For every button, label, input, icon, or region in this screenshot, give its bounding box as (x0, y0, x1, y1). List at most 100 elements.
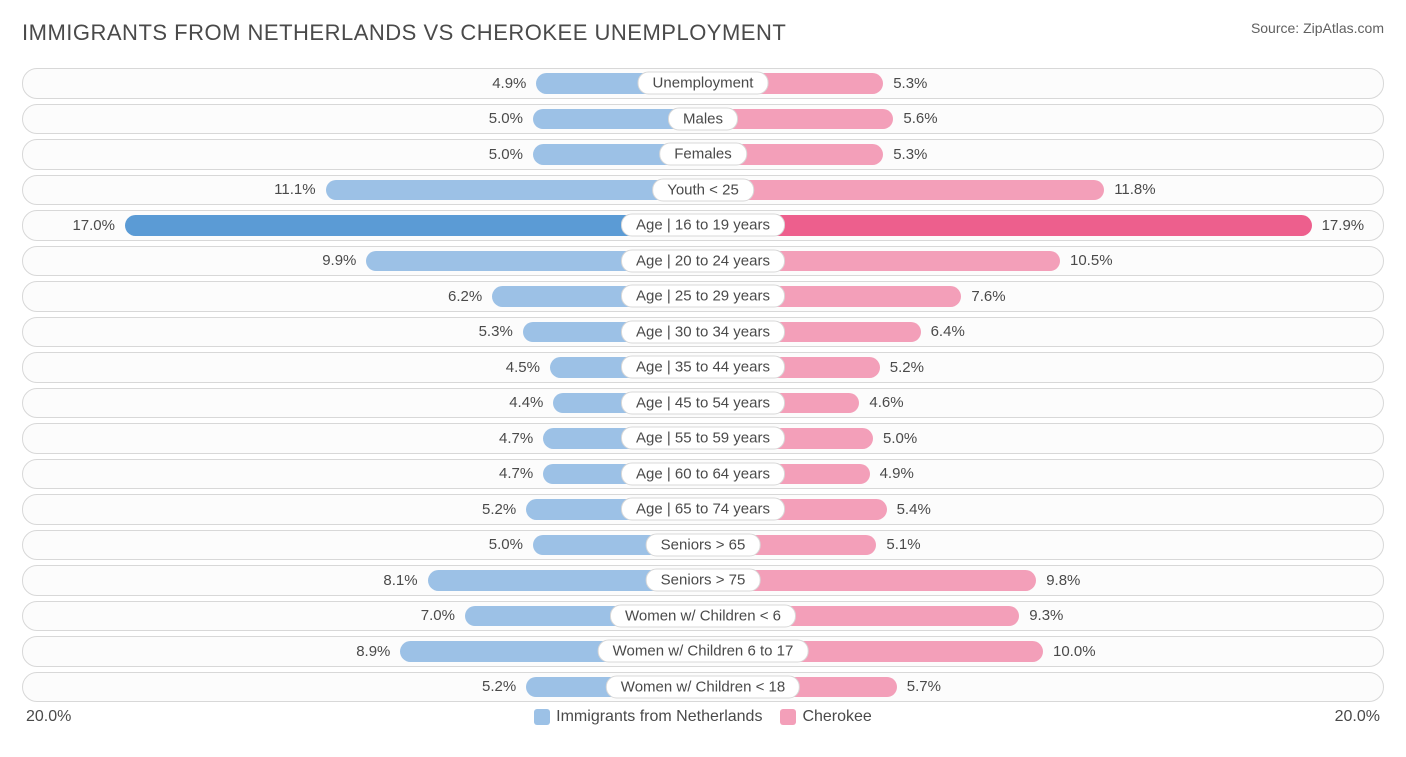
value-left: 5.3% (479, 318, 523, 347)
value-right: 4.6% (859, 389, 903, 418)
left-half: 5.2% (23, 495, 703, 524)
chart-row: 17.0%17.9%Age | 16 to 19 years (22, 210, 1384, 241)
value-left: 8.1% (383, 566, 427, 595)
value-right: 5.2% (880, 353, 924, 382)
right-half: 5.3% (703, 69, 1383, 98)
value-right: 5.0% (873, 424, 917, 453)
axis-max-left: 20.0% (26, 708, 71, 726)
left-half: 4.4% (23, 389, 703, 418)
chart-row: 5.0% 5.6% Males (22, 104, 1384, 135)
value-left: 9.9% (322, 247, 366, 276)
category-label: Seniors > 65 (646, 533, 761, 556)
value-left: 4.7% (499, 424, 543, 453)
right-half: 17.9% (703, 211, 1383, 240)
left-half: 6.2% (23, 282, 703, 311)
value-right: 5.4% (887, 495, 931, 524)
chart-row: 4.4% 4.6% Age | 45 to 54 years (22, 388, 1384, 419)
chart-row: 4.9% 5.3% Unemployment (22, 68, 1384, 99)
chart-row: 4.7%5.0%Age | 55 to 59 years (22, 423, 1384, 454)
value-right: 17.9% (1312, 211, 1365, 240)
category-label: Women w/ Children < 6 (610, 604, 796, 627)
right-half: 9.3% (703, 602, 1383, 631)
header: IMMIGRANTS FROM NETHERLANDS VS CHEROKEE … (22, 20, 1384, 46)
value-left: 4.4% (509, 389, 553, 418)
left-half: 9.9% (23, 247, 703, 276)
value-right: 5.1% (876, 531, 920, 560)
left-half: 5.2% (23, 673, 703, 702)
value-left: 5.0% (489, 140, 533, 169)
left-half: 5.0% (23, 105, 703, 134)
right-half: 9.8% (703, 566, 1383, 595)
value-right: 4.9% (870, 460, 914, 489)
category-label: Age | 30 to 34 years (621, 320, 785, 343)
category-label: Females (659, 143, 747, 166)
value-left: 11.1% (274, 176, 325, 205)
value-left: 5.0% (489, 531, 533, 560)
category-label: Age | 45 to 54 years (621, 391, 785, 414)
chart-title: IMMIGRANTS FROM NETHERLANDS VS CHEROKEE … (22, 20, 786, 46)
axis-max-right: 20.0% (1335, 708, 1380, 726)
chart-row: 6.2% 7.6% Age | 25 to 29 years (22, 281, 1384, 312)
right-half: 5.1% (703, 531, 1383, 560)
chart-row: 5.0% 5.3% Females (22, 139, 1384, 170)
value-right: 5.3% (883, 69, 927, 98)
right-half: 10.5% (703, 247, 1383, 276)
right-half: 5.4% (703, 495, 1383, 524)
left-half: 17.0% (23, 211, 703, 240)
chart-row: 8.9%10.0%Women w/ Children 6 to 17 (22, 636, 1384, 667)
value-right: 7.6% (961, 282, 1005, 311)
category-label: Males (668, 107, 738, 130)
category-label: Age | 65 to 74 years (621, 498, 785, 521)
value-left: 8.9% (356, 637, 400, 666)
value-left: 4.5% (506, 353, 550, 382)
chart-row: 11.1% 11.8% Youth < 25 (22, 175, 1384, 206)
legend-swatch-right (780, 709, 796, 725)
value-right: 5.7% (897, 673, 941, 702)
value-left: 5.2% (482, 495, 526, 524)
left-half: 4.5% (23, 353, 703, 382)
right-half: 5.6% (703, 105, 1383, 134)
category-label: Women w/ Children < 18 (606, 675, 800, 698)
category-label: Seniors > 75 (646, 569, 761, 592)
chart-row: 7.0%9.3%Women w/ Children < 6 (22, 601, 1384, 632)
value-right: 5.3% (883, 140, 927, 169)
chart-row: 4.7%4.9%Age | 60 to 64 years (22, 459, 1384, 490)
right-half: 4.6% (703, 389, 1383, 418)
legend-swatch-left (534, 709, 550, 725)
value-left: 4.9% (492, 69, 536, 98)
left-half: 5.3% (23, 318, 703, 347)
right-half: 4.9% (703, 460, 1383, 489)
right-half: 5.7% (703, 673, 1383, 702)
bar-left (326, 180, 703, 201)
chart-row: 5.0% 5.1% Seniors > 65 (22, 530, 1384, 561)
category-label: Age | 20 to 24 years (621, 249, 785, 272)
legend-left-label: Immigrants from Netherlands (556, 708, 762, 726)
value-right: 5.6% (893, 105, 937, 134)
source-label: Source: ZipAtlas.com (1251, 20, 1384, 36)
diverging-bar-chart: 4.9%5.3%Unemployment5.0%5.6%Males5.0%5.3… (22, 68, 1384, 702)
legend-right: Cherokee (780, 708, 871, 726)
bar-left (125, 215, 703, 236)
left-half: 11.1% (23, 176, 703, 205)
left-half: 4.9% (23, 69, 703, 98)
value-right: 9.8% (1036, 566, 1080, 595)
value-left: 5.2% (482, 673, 526, 702)
value-left: 4.7% (499, 460, 543, 489)
right-half: 11.8% (703, 176, 1383, 205)
chart-footer: 20.0% Immigrants from Netherlands Cherok… (22, 708, 1384, 726)
category-label: Age | 25 to 29 years (621, 285, 785, 308)
chart-row: 5.3%6.4%Age | 30 to 34 years (22, 317, 1384, 348)
right-half: 5.0% (703, 424, 1383, 453)
category-label: Unemployment (638, 72, 769, 95)
value-right: 11.8% (1104, 176, 1155, 205)
left-half: 4.7% (23, 460, 703, 489)
left-half: 4.7% (23, 424, 703, 453)
bar-right (703, 215, 1312, 236)
value-right: 9.3% (1019, 602, 1063, 631)
chart-row: 8.1% 9.8% Seniors > 75 (22, 565, 1384, 596)
right-half: 5.2% (703, 353, 1383, 382)
bar-right (703, 180, 1104, 201)
legend-right-label: Cherokee (802, 708, 871, 726)
right-half: 7.6% (703, 282, 1383, 311)
category-label: Youth < 25 (652, 178, 754, 201)
